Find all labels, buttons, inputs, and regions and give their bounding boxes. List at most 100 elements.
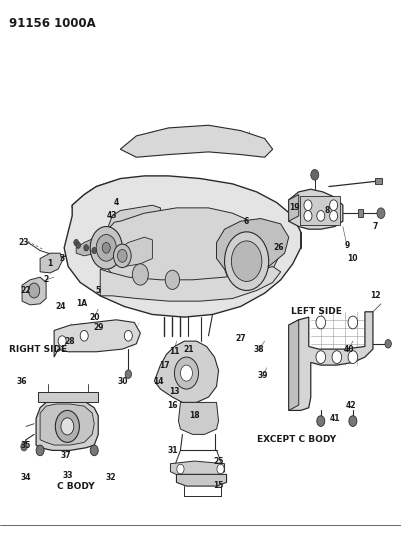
Polygon shape bbox=[375, 178, 382, 184]
Circle shape bbox=[348, 316, 358, 329]
Circle shape bbox=[28, 283, 40, 298]
Text: C BODY: C BODY bbox=[57, 482, 95, 490]
Text: 4: 4 bbox=[113, 198, 119, 207]
Text: 12: 12 bbox=[370, 292, 380, 300]
Polygon shape bbox=[40, 404, 94, 445]
Text: 6: 6 bbox=[244, 217, 249, 225]
Circle shape bbox=[36, 445, 44, 456]
Text: 1A: 1A bbox=[77, 300, 88, 308]
Polygon shape bbox=[217, 219, 289, 285]
Text: 39: 39 bbox=[257, 372, 268, 380]
Text: 24: 24 bbox=[55, 302, 65, 311]
Bar bbox=[300, 196, 340, 225]
Text: 42: 42 bbox=[346, 401, 356, 409]
Text: 11: 11 bbox=[169, 348, 180, 356]
Circle shape bbox=[96, 235, 116, 261]
Circle shape bbox=[125, 370, 132, 378]
Polygon shape bbox=[289, 195, 299, 221]
Text: 9: 9 bbox=[344, 241, 350, 249]
Text: 18: 18 bbox=[189, 411, 200, 420]
Text: 28: 28 bbox=[65, 337, 75, 345]
Circle shape bbox=[304, 211, 312, 221]
Text: 8: 8 bbox=[324, 206, 330, 215]
Polygon shape bbox=[170, 461, 225, 475]
Polygon shape bbox=[289, 189, 343, 229]
Text: 41: 41 bbox=[330, 414, 340, 423]
Text: 19: 19 bbox=[290, 204, 300, 212]
Text: LEFT SIDE: LEFT SIDE bbox=[292, 308, 342, 316]
Circle shape bbox=[58, 336, 66, 346]
Text: 3: 3 bbox=[59, 254, 65, 263]
Polygon shape bbox=[358, 209, 363, 217]
Circle shape bbox=[180, 365, 192, 381]
Circle shape bbox=[113, 244, 131, 268]
Text: 25: 25 bbox=[213, 457, 224, 465]
Polygon shape bbox=[100, 208, 281, 298]
Text: 23: 23 bbox=[19, 238, 29, 247]
Polygon shape bbox=[108, 205, 160, 235]
Circle shape bbox=[177, 464, 184, 474]
Polygon shape bbox=[176, 474, 227, 486]
Polygon shape bbox=[76, 235, 108, 256]
Polygon shape bbox=[154, 341, 219, 402]
Text: 30: 30 bbox=[117, 377, 128, 385]
Text: 31: 31 bbox=[167, 446, 178, 455]
Text: 17: 17 bbox=[159, 361, 170, 369]
Text: 13: 13 bbox=[169, 387, 180, 396]
Text: 10: 10 bbox=[348, 254, 358, 263]
Circle shape bbox=[349, 416, 357, 426]
Text: RIGHT SIDE: RIGHT SIDE bbox=[9, 345, 67, 353]
Text: 7: 7 bbox=[372, 222, 378, 231]
Circle shape bbox=[102, 243, 110, 253]
Circle shape bbox=[80, 330, 88, 341]
Polygon shape bbox=[64, 176, 301, 317]
Text: 43: 43 bbox=[107, 212, 117, 220]
Circle shape bbox=[217, 464, 224, 474]
Polygon shape bbox=[108, 237, 152, 266]
Text: EXCEPT C BODY: EXCEPT C BODY bbox=[257, 435, 336, 444]
Circle shape bbox=[21, 442, 27, 451]
Circle shape bbox=[124, 330, 132, 341]
Circle shape bbox=[74, 239, 79, 246]
Text: 36: 36 bbox=[17, 377, 27, 385]
Circle shape bbox=[332, 351, 342, 364]
Text: 2: 2 bbox=[43, 276, 49, 284]
Circle shape bbox=[117, 249, 127, 262]
Polygon shape bbox=[289, 320, 299, 410]
Circle shape bbox=[316, 351, 326, 364]
Circle shape bbox=[330, 200, 338, 211]
Circle shape bbox=[330, 211, 338, 221]
Text: 32: 32 bbox=[105, 473, 115, 481]
Circle shape bbox=[90, 227, 122, 269]
Polygon shape bbox=[100, 266, 281, 301]
Text: 40: 40 bbox=[344, 345, 354, 353]
Text: 37: 37 bbox=[61, 451, 71, 460]
Circle shape bbox=[76, 242, 81, 248]
Text: 91156 1000A: 91156 1000A bbox=[9, 17, 95, 30]
Circle shape bbox=[225, 232, 269, 290]
Circle shape bbox=[61, 418, 74, 435]
Text: 22: 22 bbox=[21, 286, 31, 295]
Circle shape bbox=[316, 316, 326, 329]
Text: 38: 38 bbox=[253, 345, 264, 353]
Polygon shape bbox=[22, 277, 46, 305]
Text: 33: 33 bbox=[63, 471, 73, 480]
Circle shape bbox=[174, 357, 198, 389]
Circle shape bbox=[304, 200, 312, 211]
Text: 20: 20 bbox=[89, 313, 99, 321]
Polygon shape bbox=[120, 125, 273, 157]
Circle shape bbox=[231, 241, 262, 281]
Text: 27: 27 bbox=[235, 334, 246, 343]
Circle shape bbox=[385, 340, 391, 348]
Polygon shape bbox=[289, 312, 373, 410]
Polygon shape bbox=[54, 320, 140, 357]
Circle shape bbox=[311, 169, 319, 180]
Circle shape bbox=[84, 245, 89, 251]
Polygon shape bbox=[178, 402, 219, 434]
Circle shape bbox=[90, 445, 98, 456]
Text: 15: 15 bbox=[213, 481, 224, 489]
Circle shape bbox=[132, 264, 148, 285]
Circle shape bbox=[165, 270, 180, 289]
Text: 5: 5 bbox=[96, 286, 101, 295]
Text: 14: 14 bbox=[153, 377, 164, 385]
